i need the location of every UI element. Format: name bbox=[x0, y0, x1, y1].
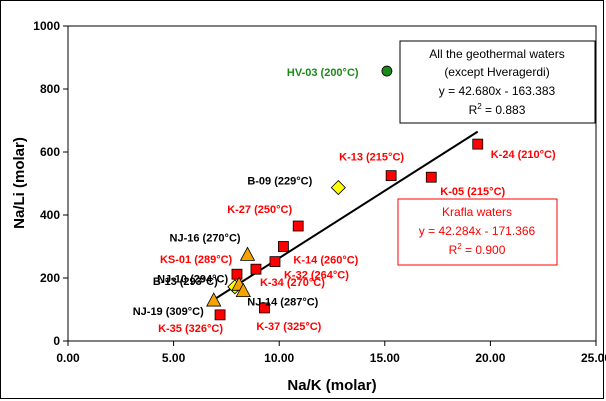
y-tick-label: 200 bbox=[40, 271, 60, 285]
x-tick-label: 25.00 bbox=[581, 351, 606, 365]
y-tick-label: 1000 bbox=[33, 19, 60, 33]
data-point-square bbox=[385, 170, 397, 182]
all-waters-box-border bbox=[399, 40, 596, 124]
data-point-square bbox=[292, 220, 304, 232]
data-point-square bbox=[278, 241, 289, 252]
data-label: B-13 (293°C) bbox=[153, 276, 218, 288]
data-point-triangle bbox=[235, 282, 251, 298]
all-waters-r2: R2 = 0.883 bbox=[469, 102, 526, 117]
data-point-square bbox=[472, 138, 484, 150]
all-waters-box: All the geothermal waters (except Hverag… bbox=[399, 40, 596, 124]
y-tick-label: 800 bbox=[40, 82, 60, 96]
data-label: NJ-19 (309°C) bbox=[133, 306, 204, 318]
all-waters-r2-prefix: R bbox=[469, 103, 478, 117]
data-point-square bbox=[259, 302, 270, 314]
data-label: K-37 (325°C) bbox=[256, 321, 321, 333]
data-label: K-13 (215°C) bbox=[339, 152, 404, 164]
x-tick-label: 10.00 bbox=[264, 351, 294, 365]
krafla-r2: R2 = 0.900 bbox=[449, 242, 506, 257]
krafla-equation: y = 42.284x - 171.366 bbox=[419, 224, 536, 238]
all-waters-r2-sup: 2 bbox=[477, 102, 482, 111]
y-tick-label: 600 bbox=[40, 145, 60, 159]
krafla-r2-sup: 2 bbox=[457, 242, 462, 251]
data-label: HV-03 (200°C) bbox=[287, 67, 359, 79]
y-tick-label: 0 bbox=[53, 334, 60, 348]
data-label: B-09 (229°C) bbox=[247, 176, 312, 188]
data-point-diamond bbox=[330, 180, 346, 196]
all-waters-r2-value: = 0.883 bbox=[482, 103, 526, 117]
data-label: K-27 (250°C) bbox=[227, 204, 292, 216]
x-tick-label: 5.00 bbox=[162, 351, 186, 365]
data-point-square bbox=[231, 268, 243, 280]
data-label: KS-01 (289°C) bbox=[160, 254, 233, 266]
data-point-square bbox=[250, 263, 262, 275]
data-point-triangle bbox=[239, 246, 256, 261]
all-waters-line1: All the geothermal waters bbox=[429, 47, 564, 61]
data-label: K-32 (264°C) bbox=[284, 270, 349, 282]
data-label: NJ-16 (270°C) bbox=[170, 232, 241, 244]
x-axis-title: Na/K (molar) bbox=[287, 377, 376, 394]
y-tick-label: 400 bbox=[40, 208, 60, 222]
krafla-r2-value: = 0.900 bbox=[462, 243, 506, 257]
krafla-box: Krafla waters y = 42.284x - 171.366 R2 =… bbox=[397, 198, 558, 266]
y-axis-title: Na/Li (molar) bbox=[11, 137, 28, 229]
data-label: NJ-10 (294°C) bbox=[157, 273, 228, 285]
data-point-square bbox=[425, 171, 437, 183]
data-label: K-24 (210°C) bbox=[491, 149, 556, 161]
data-points bbox=[206, 65, 484, 321]
axis-ticks: 0.00 5.00 10.00 15.00 20.00 25.00 0 200 400 600 80… bbox=[33, 19, 606, 365]
data-label: K-35 (326°C) bbox=[158, 323, 223, 335]
all-waters-line2: (except Hveragerdi) bbox=[444, 65, 549, 79]
data-label: NJ-14 (287°C) bbox=[247, 297, 318, 309]
x-tick-label: 20.00 bbox=[475, 351, 505, 365]
data-point-square bbox=[214, 309, 226, 321]
data-point-square bbox=[269, 256, 281, 268]
data-label: K-05 (215°C) bbox=[440, 186, 505, 198]
data-label: K-34 (270°C) bbox=[260, 277, 325, 289]
data-point-triangle bbox=[206, 292, 222, 307]
data-labels: K-24 (210°C) K-13 (215°C) K-05 (215°C) K-27… bbox=[133, 67, 556, 335]
x-tick-label: 0.00 bbox=[56, 351, 80, 365]
x-tick-label: 15.00 bbox=[370, 351, 400, 365]
krafla-r2-prefix: R bbox=[449, 243, 458, 257]
krafla-title: Krafla waters bbox=[442, 205, 512, 219]
data-label: K-14 (260°C) bbox=[293, 255, 358, 267]
data-point-circle bbox=[381, 65, 393, 77]
all-waters-equation: y = 42.680x - 163.383 bbox=[439, 84, 556, 98]
krafla-box-border bbox=[397, 198, 558, 266]
